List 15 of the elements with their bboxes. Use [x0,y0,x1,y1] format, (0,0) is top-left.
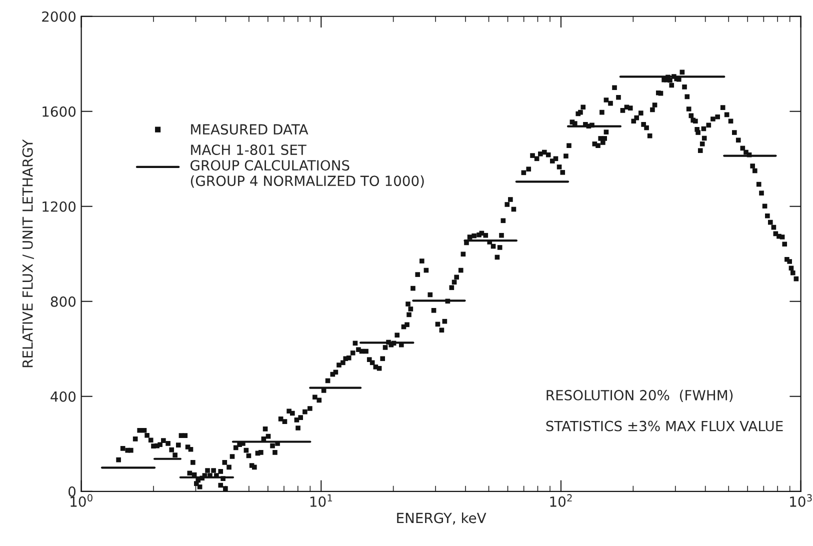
annotation: STATISTICS ±3% MAX FLUX VALUE [546,420,783,432]
x-tick-label: 10$^{2}$ [550,494,572,507]
y-tick-label: 0 [68,486,76,497]
x-axis-title: ENERGY, keV [397,512,486,525]
annotation: RESOLUTION 20% (FWHM) [546,390,733,402]
y-tick-label: 1200 [42,201,76,212]
legend-label: MACH 1-801 SET GROUP CALCULATIONS (GROUP 4 NORMALIZED TO 1000) [190,144,424,188]
y-axis-title: RELATIVE FLUX / UNIT LETHARGY [22,139,34,368]
y-tick-label: 800 [50,296,76,307]
y-tick-label: 2000 [42,11,76,22]
y-tick-label: 400 [50,391,76,402]
y-tick-label: 1600 [42,106,76,117]
x-tick-label: 10$^{3}$ [790,494,812,507]
x-tick-label: 10$^{1}$ [310,494,332,507]
legend-label: MEASURED DATA [191,124,308,135]
